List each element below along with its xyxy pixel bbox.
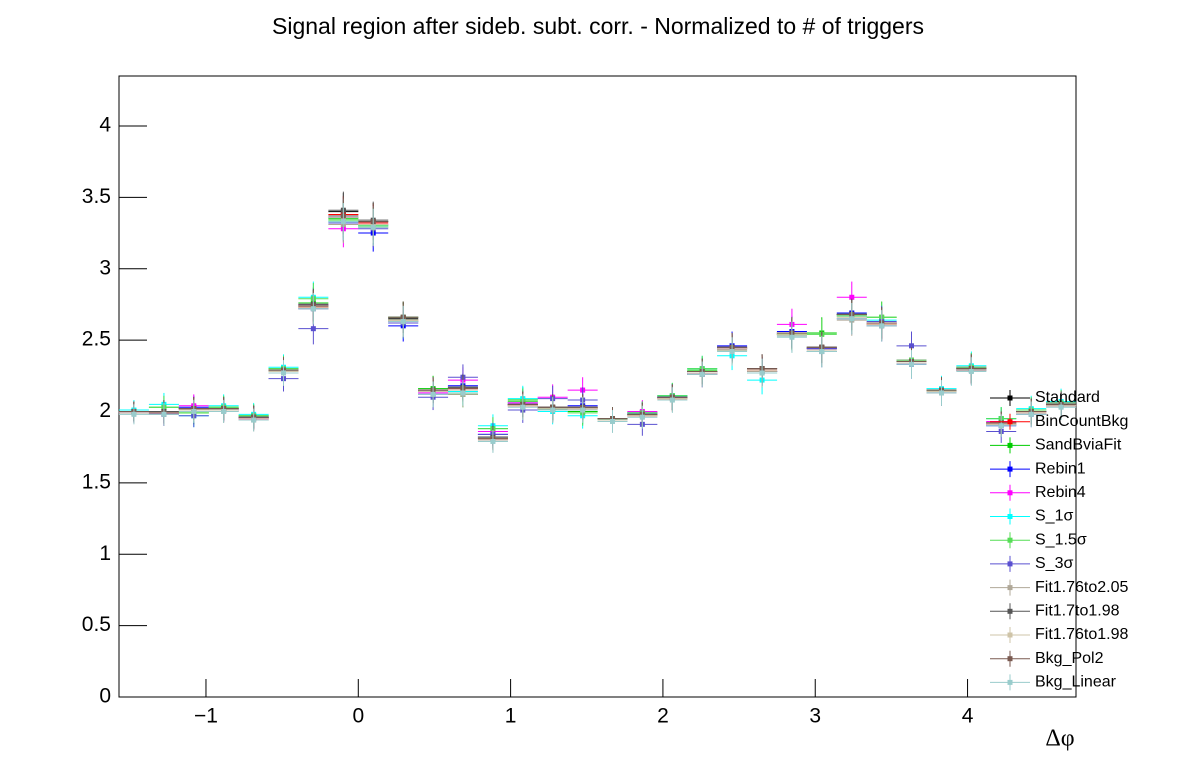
legend-marker: [1007, 561, 1013, 567]
marker: [310, 306, 316, 312]
legend-marker: [1007, 442, 1013, 448]
legend-label: Rebin1: [1035, 460, 1086, 477]
legend-marker: [1007, 419, 1013, 425]
marker: [400, 319, 406, 325]
x-tick-label: 1: [505, 705, 517, 728]
marker: [430, 391, 436, 397]
y-tick-label: 0.5: [82, 613, 111, 636]
marker: [669, 397, 675, 403]
legend-label: SandBviaFit: [1035, 437, 1122, 454]
legend-marker: [1007, 585, 1013, 591]
legend-label: Standard: [1035, 389, 1100, 406]
marker: [759, 370, 765, 376]
marker: [610, 418, 616, 424]
x-tick-label: −1: [194, 705, 218, 728]
legend-marker: [1007, 514, 1013, 519]
marker: [221, 408, 227, 414]
legend-label: S_3σ: [1035, 555, 1073, 572]
legend-marker: [1007, 608, 1013, 614]
legend-marker: [1007, 632, 1013, 638]
marker: [460, 390, 466, 396]
marker: [251, 417, 257, 423]
y-tick-label: 2.5: [82, 328, 111, 351]
legend-label: Fit1.76to2.05: [1035, 579, 1129, 596]
legend-label: Rebin4: [1035, 484, 1086, 501]
marker: [281, 370, 287, 376]
legend-marker: [1007, 395, 1013, 401]
marker: [639, 414, 645, 420]
legend-marker: [1007, 490, 1013, 496]
y-tick-label: 3.5: [82, 185, 111, 208]
marker: [879, 323, 885, 329]
marker: [370, 224, 376, 230]
legend-label: Fit1.7to1.98: [1035, 603, 1120, 620]
legend-marker: [1007, 466, 1013, 472]
legend-marker: [1007, 679, 1013, 685]
y-tick-label: 1.5: [82, 470, 111, 493]
y-tick-label: 2: [99, 399, 111, 422]
y-tick-label: 4: [99, 114, 111, 137]
chart-title: Signal region after sideb. subt. corr. -…: [272, 13, 924, 39]
x-tick-label: 0: [352, 705, 364, 728]
legend-label: Bkg_Pol2: [1035, 650, 1104, 667]
marker: [849, 294, 855, 300]
marker: [729, 349, 735, 355]
x-tick-label: 4: [962, 705, 974, 728]
legend-label: S_1σ: [1035, 508, 1073, 525]
legend-marker: [1007, 656, 1013, 662]
marker: [580, 407, 586, 413]
marker: [819, 349, 825, 355]
marker: [490, 438, 496, 444]
legend-label: Fit1.76to1.98: [1035, 626, 1129, 643]
marker: [520, 404, 526, 410]
marker: [908, 343, 914, 349]
x-axis-label: Δφ: [1045, 726, 1074, 752]
marker: [939, 390, 945, 396]
marker: [310, 326, 316, 332]
legend-marker: [1007, 537, 1013, 543]
marker: [550, 407, 556, 413]
marker: [191, 408, 197, 414]
marker: [968, 369, 974, 375]
marker: [1058, 404, 1064, 410]
y-tick-label: 0: [99, 685, 111, 708]
legend-label: BinCountBkg: [1035, 413, 1128, 430]
marker: [131, 411, 137, 417]
y-tick-label: 1: [99, 542, 111, 565]
legend-label: Bkg_Linear: [1035, 674, 1117, 691]
plot-frame: [118, 75, 1077, 698]
x-tick-label: 2: [657, 705, 669, 728]
marker: [998, 423, 1004, 429]
marker: [849, 316, 855, 322]
y-tick-label: 3: [99, 256, 111, 279]
marker: [908, 361, 914, 367]
marker: [161, 411, 167, 417]
marker: [1028, 411, 1034, 417]
marker: [789, 334, 795, 340]
marker: [699, 371, 705, 377]
marker: [340, 219, 346, 225]
x-tick-label: 3: [809, 705, 821, 728]
legend-label: S_1.5σ: [1035, 531, 1087, 548]
